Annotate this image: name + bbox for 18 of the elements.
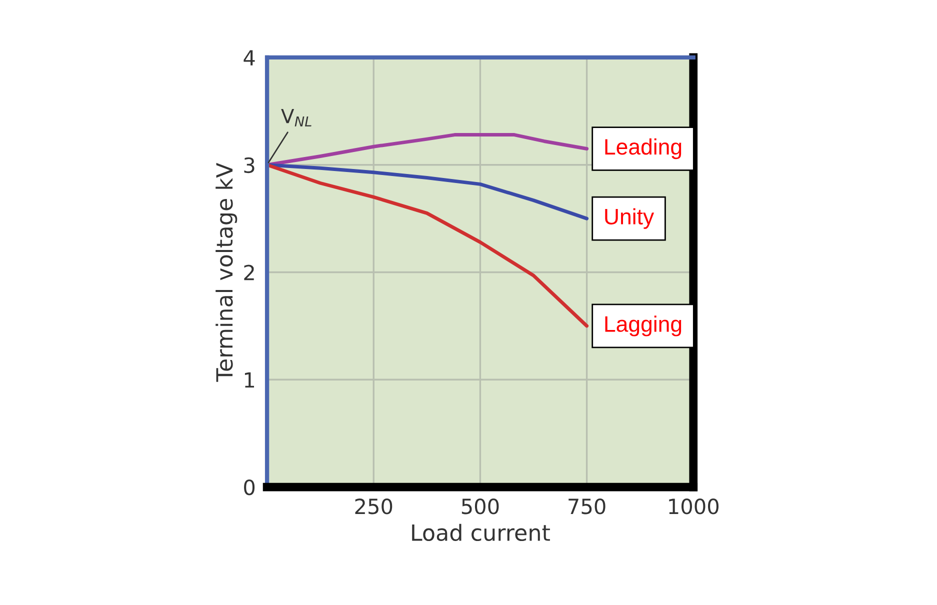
annotation: V$_{NL}$ <box>281 109 312 126</box>
x-tick-label: 250 <box>355 498 392 514</box>
y-tick-label: 0 <box>244 479 255 496</box>
y-axis-title: Terminal voltage kV <box>216 162 238 382</box>
series-label: Leading <box>605 138 682 160</box>
y-tick-label: 2 <box>244 264 254 280</box>
y-tick-label: 3 <box>244 157 254 174</box>
series-label: Unity <box>605 208 654 229</box>
series-label: Lagging <box>605 316 682 336</box>
y-tick-label: 1 <box>244 372 254 388</box>
x-axis-title: Load current <box>412 524 550 542</box>
x-tick-label: 750 <box>568 498 606 514</box>
x-tick-label: 1000 <box>669 498 719 514</box>
line-series <box>267 163 589 220</box>
y-tick-label: 4 <box>244 50 255 66</box>
line-series <box>267 163 589 328</box>
x-tick-label: 500 <box>462 498 499 514</box>
line-series <box>267 133 589 167</box>
